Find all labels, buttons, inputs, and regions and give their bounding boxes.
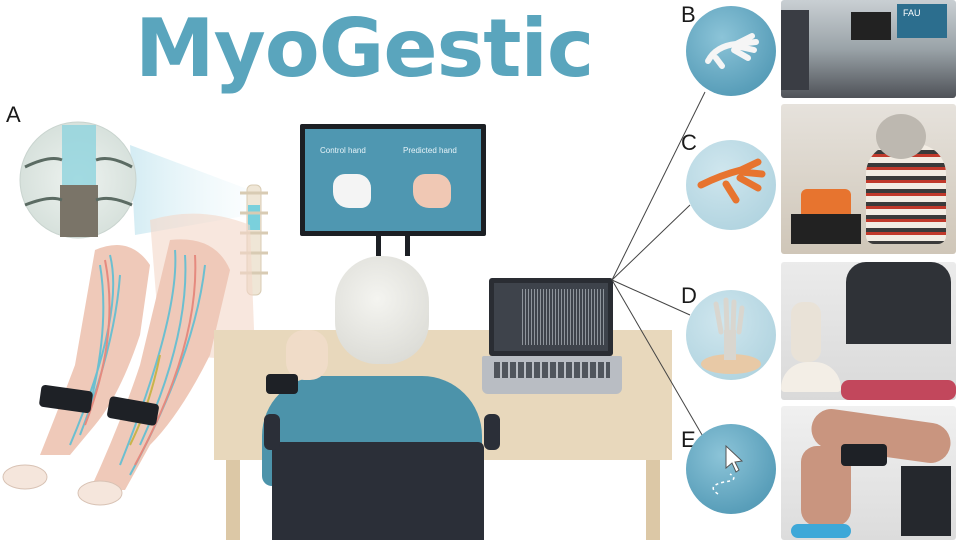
laptop-screen xyxy=(489,278,613,356)
desk-leg-left xyxy=(226,460,240,540)
laptop-keyboard xyxy=(494,362,610,378)
photo-d-prosthetic-hand xyxy=(791,302,821,362)
control-hand-label: Control hand xyxy=(320,146,366,155)
photo-d-cushion xyxy=(841,380,956,400)
panel-label-d: D xyxy=(681,283,697,308)
photo-e-cushion xyxy=(791,524,851,538)
photo-e-chair xyxy=(901,466,951,536)
emg-band-left xyxy=(39,385,93,413)
wheelchair-handle-left xyxy=(264,414,280,450)
photo-c-board xyxy=(791,214,861,244)
photo-b-sign: FAU xyxy=(897,4,947,38)
photo-d-shirt xyxy=(846,262,951,344)
orthosis-circle xyxy=(686,140,776,230)
orthosis-hand-icon xyxy=(697,158,766,204)
panel-label-b: B xyxy=(681,2,696,27)
emg-signal-display xyxy=(494,283,608,351)
photo-c-orthosis xyxy=(781,104,956,254)
predicted-fist-icon xyxy=(413,174,451,208)
person-raised-hand xyxy=(286,330,328,380)
person-head xyxy=(335,256,429,364)
laptop-base xyxy=(482,356,622,394)
photo-c-sweater xyxy=(866,144,946,244)
zoom-beam xyxy=(130,145,250,235)
spinal-cord-segment xyxy=(62,125,96,185)
prosthesis-circle xyxy=(686,290,776,380)
photo-b-monitor xyxy=(851,12,891,40)
photo-d-prosthesis xyxy=(781,262,956,400)
cursor-arrow-icon xyxy=(712,444,744,495)
prosthetic-hand-icon xyxy=(701,297,761,374)
nerve-roots xyxy=(24,157,133,207)
hand-left xyxy=(2,464,48,490)
monitor-stand-right xyxy=(405,236,410,256)
photo-e-emg-band xyxy=(841,444,887,466)
spinal-cord-lower xyxy=(60,185,98,237)
hand-right xyxy=(77,480,123,506)
wheelchair-handle-right xyxy=(484,414,500,450)
photo-d-base xyxy=(781,362,841,392)
arm-anatomy-illustration xyxy=(2,121,268,506)
virtual-hand-icon xyxy=(705,33,759,69)
wheelchair-back xyxy=(272,442,484,540)
photo-b-lab-setup: FAU xyxy=(781,0,956,98)
emg-traces xyxy=(522,289,604,345)
photo-b-sign-text: FAU xyxy=(903,8,921,18)
desk-leg-right xyxy=(646,460,660,540)
photo-b-person xyxy=(781,10,809,90)
photo-c-head xyxy=(876,114,926,159)
panel-label-a: A xyxy=(6,102,21,127)
predicted-hand-label: Predicted hand xyxy=(403,146,457,155)
control-fist-icon xyxy=(333,174,371,208)
monitor-screen: Control hand Predicted hand xyxy=(305,129,481,231)
monitor-stand-left xyxy=(376,236,381,256)
page-title: MyoGestic xyxy=(135,2,594,95)
cursor-control-circle xyxy=(686,424,776,514)
virtual-hand-circle xyxy=(686,6,776,96)
wrist-emg-band xyxy=(266,374,298,394)
arm-right xyxy=(90,239,230,490)
monitor: Control hand Predicted hand xyxy=(300,124,486,236)
emg-band-right xyxy=(107,396,159,426)
photo-e-leg-control xyxy=(781,406,956,540)
panel-label-c: C xyxy=(681,130,697,155)
